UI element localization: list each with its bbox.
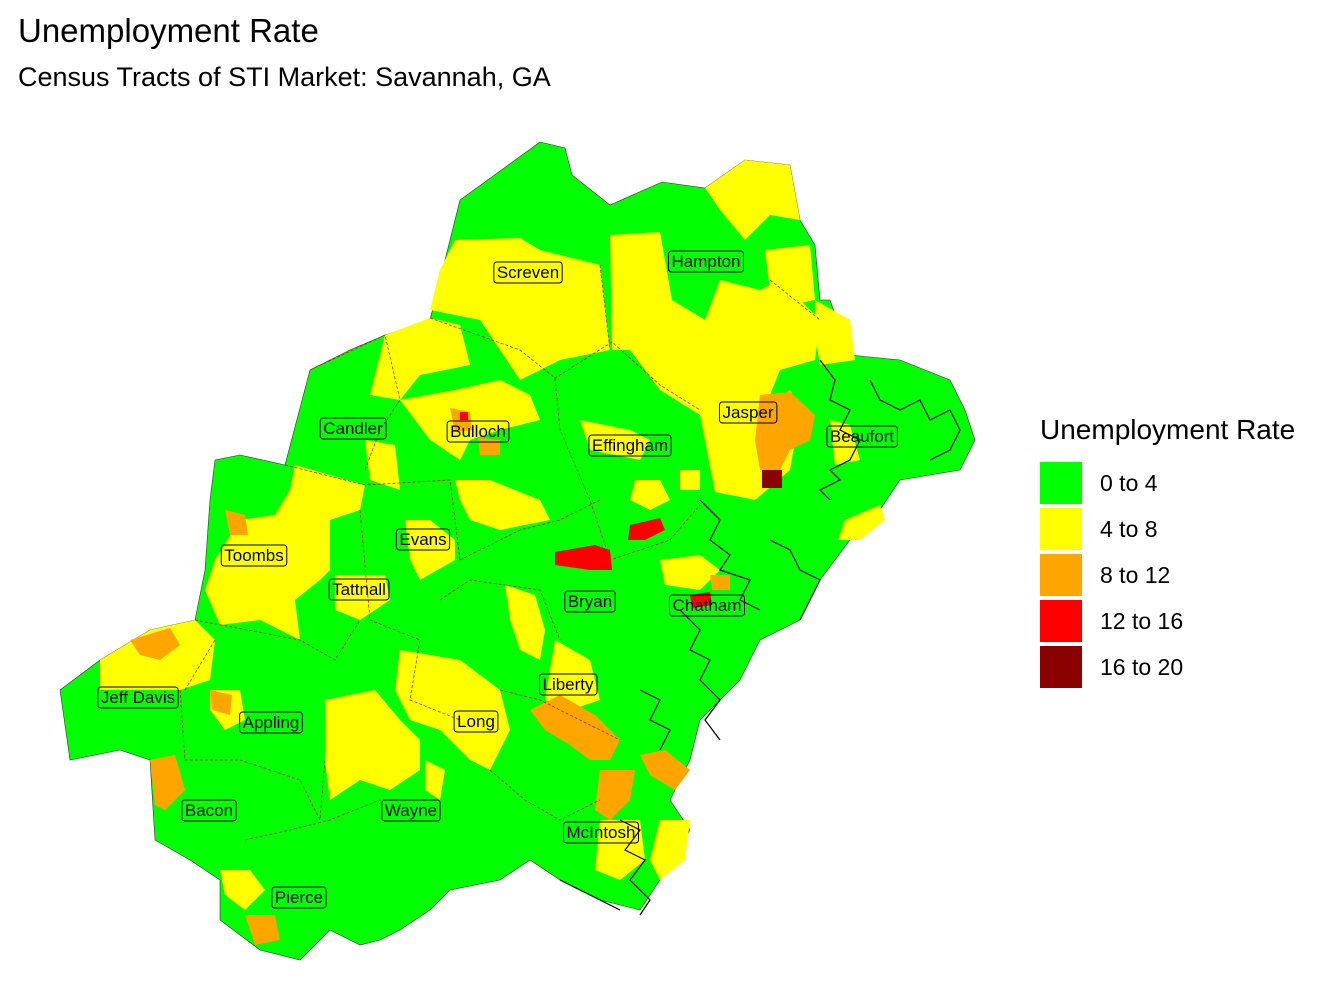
svg-text:Evans: Evans (399, 530, 446, 549)
county-labels: Screven Hampton Jasper Beaufort Candler Bullo… (97, 250, 898, 909)
county-label-beaufort: Beaufort (826, 425, 898, 448)
svg-text:Wayne: Wayne (385, 801, 437, 820)
county-label-effingham: Effingham (588, 434, 672, 457)
county-label-long: Long (453, 710, 499, 733)
county-label-appling: Appling (239, 711, 303, 734)
legend-label: 12 to 16 (1100, 607, 1184, 634)
legend-item: 4 to 8 (1040, 506, 1295, 552)
svg-text:Hampton: Hampton (672, 252, 741, 271)
svg-text:McIntosh: McIntosh (567, 823, 636, 842)
map-tracts-4-to-8 (100, 160, 885, 910)
svg-text:Jasper: Jasper (722, 403, 773, 422)
county-label-bulloch: Bulloch (446, 420, 510, 443)
legend-swatch (1040, 462, 1082, 504)
legend-item: 8 to 12 (1040, 552, 1295, 598)
map-tracts-16-to-20 (762, 470, 782, 488)
county-label-pierce: Pierce (271, 886, 327, 909)
county-label-jasper: Jasper (718, 401, 778, 424)
legend-label: 16 to 20 (1100, 653, 1184, 680)
legend-swatch (1040, 554, 1082, 596)
county-label-chatham: Chatham (669, 594, 745, 617)
map-title: Unemployment Rate (18, 12, 319, 49)
county-label-wayne: Wayne (381, 799, 441, 822)
county-label-bacon: Bacon (181, 799, 237, 822)
svg-text:Candler: Candler (323, 419, 383, 438)
legend-label: 4 to 8 (1100, 515, 1158, 542)
coastline (559, 359, 961, 916)
county-label-mcintosh: McIntosh (563, 821, 639, 844)
legend-swatch (1040, 600, 1082, 642)
county-label-bryan: Bryan (564, 590, 616, 613)
legend-item: 0 to 4 (1040, 460, 1295, 506)
map-subtitle: Census Tracts of STI Market: Savannah, G… (18, 62, 551, 92)
legend-label: 0 to 4 (1100, 469, 1158, 496)
svg-text:Beaufort: Beaufort (830, 427, 895, 446)
svg-text:Chatham: Chatham (673, 596, 742, 615)
legend: Unemployment Rate 0 to 4 4 to 8 8 to 12 … (1040, 414, 1295, 690)
county-label-jeff-davis: Jeff Davis (97, 686, 179, 709)
county-label-hampton: Hampton (668, 250, 744, 273)
svg-text:Liberty: Liberty (542, 675, 594, 694)
county-label-candler: Candler (319, 417, 387, 440)
county-label-screven: Screven (493, 261, 563, 284)
svg-text:Screven: Screven (497, 263, 559, 282)
svg-text:Pierce: Pierce (275, 888, 323, 907)
county-label-evans: Evans (395, 528, 451, 551)
svg-text:Jeff Davis: Jeff Davis (101, 688, 175, 707)
svg-text:Bryan: Bryan (568, 592, 612, 611)
county-boundaries (179, 264, 821, 841)
legend-swatch (1040, 646, 1082, 688)
svg-text:Tattnall: Tattnall (332, 580, 386, 599)
legend-item: 12 to 16 (1040, 598, 1295, 644)
svg-text:Appling: Appling (243, 713, 300, 732)
legend-item: 16 to 20 (1040, 644, 1295, 690)
map-tracts-12-to-16 (460, 412, 712, 608)
county-label-liberty: Liberty (538, 673, 598, 696)
svg-text:Bulloch: Bulloch (450, 422, 506, 441)
svg-text:Long: Long (457, 712, 495, 731)
svg-text:Effingham: Effingham (592, 436, 668, 455)
svg-text:Bacon: Bacon (185, 801, 233, 820)
county-label-toombs: Toombs (220, 544, 288, 567)
legend-swatch (1040, 508, 1082, 550)
legend-title: Unemployment Rate (1040, 414, 1296, 445)
svg-text:Toombs: Toombs (224, 546, 284, 565)
county-label-tattnall: Tattnall (328, 578, 390, 601)
legend-label: 8 to 12 (1100, 561, 1171, 588)
